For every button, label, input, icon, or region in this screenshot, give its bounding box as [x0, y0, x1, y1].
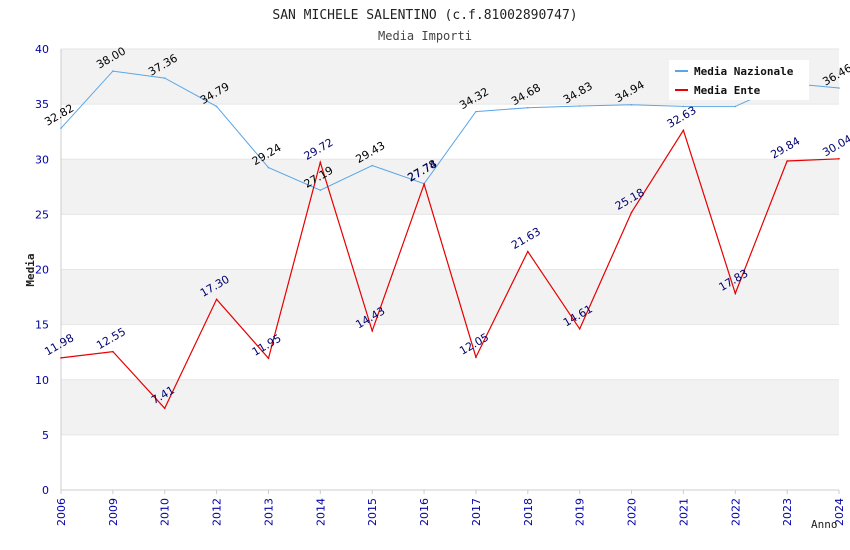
axes	[60, 49, 839, 491]
chart-title: SAN MICHELE SALENTINO (c.f.81002890747)	[272, 8, 577, 23]
data-point	[838, 158, 840, 160]
x-tick-label: 2021	[677, 498, 690, 526]
y-tick-label: 40	[35, 43, 49, 56]
plot-band	[61, 214, 839, 270]
data-point	[630, 103, 633, 106]
data-point	[475, 356, 477, 358]
data-point	[527, 106, 529, 109]
data-point	[838, 87, 840, 89]
data-point	[163, 407, 166, 410]
data-point	[215, 105, 218, 108]
x-axis-label: Anno	[811, 518, 838, 531]
data-point	[475, 110, 477, 113]
x-tick-label: 2016	[418, 498, 431, 526]
x-tick-label: 2006	[55, 498, 68, 526]
y-tick-label: 15	[35, 319, 49, 332]
chart-subtitle: Media Importi	[378, 29, 472, 43]
data-point	[734, 292, 737, 295]
data-point	[682, 105, 685, 108]
plot-band	[61, 324, 839, 380]
y-tick-label: 0	[42, 484, 49, 497]
data-point	[112, 70, 114, 72]
y-tick-label: 25	[35, 208, 49, 221]
plot-band	[61, 159, 839, 215]
data-point	[319, 189, 322, 192]
data-point	[112, 350, 114, 353]
data-point	[682, 129, 685, 132]
y-axis-label: Media	[24, 253, 37, 286]
x-tick-label: 2017	[470, 498, 483, 526]
legend: Media Nazionale Media Ente	[669, 60, 809, 100]
x-tick-label: 2023	[781, 498, 794, 526]
x-tick-label: 2019	[574, 498, 587, 526]
x-axis-ticks: 2006 2009 2010 2012 2013 2014 2015 2016 2017 2018…	[55, 490, 846, 526]
data-point	[267, 166, 270, 169]
y-tick-label: 10	[35, 374, 49, 387]
plot-band	[61, 379, 839, 435]
x-tick-label: 2015	[366, 498, 379, 526]
x-tick-label: 2024	[833, 498, 846, 526]
series-lines	[60, 70, 840, 410]
data-point	[527, 250, 529, 253]
legend-box	[669, 60, 809, 100]
y-tick-label: 30	[35, 153, 49, 166]
data-point	[163, 77, 166, 79]
y-axis-ticks: 0 5 10 15 20 25 30 35 40	[35, 43, 49, 497]
data-point	[786, 160, 788, 162]
plot-background	[61, 49, 839, 490]
legend-label-nazionale: Media Nazionale	[694, 65, 794, 78]
data-point	[371, 164, 374, 167]
x-tick-label: 2020	[626, 498, 639, 526]
x-tick-label: 2012	[211, 498, 224, 526]
x-tick-label: 2014	[314, 498, 327, 526]
data-point	[734, 105, 737, 108]
data-point	[267, 357, 270, 360]
y-tick-label: 5	[42, 429, 49, 442]
data-point	[630, 211, 633, 214]
x-tick-label: 2022	[729, 498, 742, 526]
data-point	[423, 183, 425, 185]
data-point	[371, 330, 374, 332]
plot-band	[61, 269, 839, 325]
data-point	[578, 105, 581, 107]
data-point	[215, 298, 218, 301]
x-tick-label: 2018	[522, 498, 535, 526]
data-point	[578, 328, 581, 330]
x-tick-label: 2009	[107, 498, 120, 526]
plot-band	[61, 104, 839, 160]
series-line-media-ente	[60, 128, 840, 410]
y-tick-label: 20	[35, 264, 49, 277]
plot-band	[61, 434, 839, 490]
series-line-media-nazionale	[60, 70, 840, 191]
x-tick-label: 2010	[159, 498, 172, 526]
x-tick-label: 2013	[262, 498, 275, 526]
data-point	[60, 357, 62, 359]
legend-label-ente: Media Ente	[694, 84, 761, 97]
data-point	[319, 161, 322, 164]
data-point	[60, 127, 62, 129]
y-tick-label: 35	[35, 98, 49, 111]
